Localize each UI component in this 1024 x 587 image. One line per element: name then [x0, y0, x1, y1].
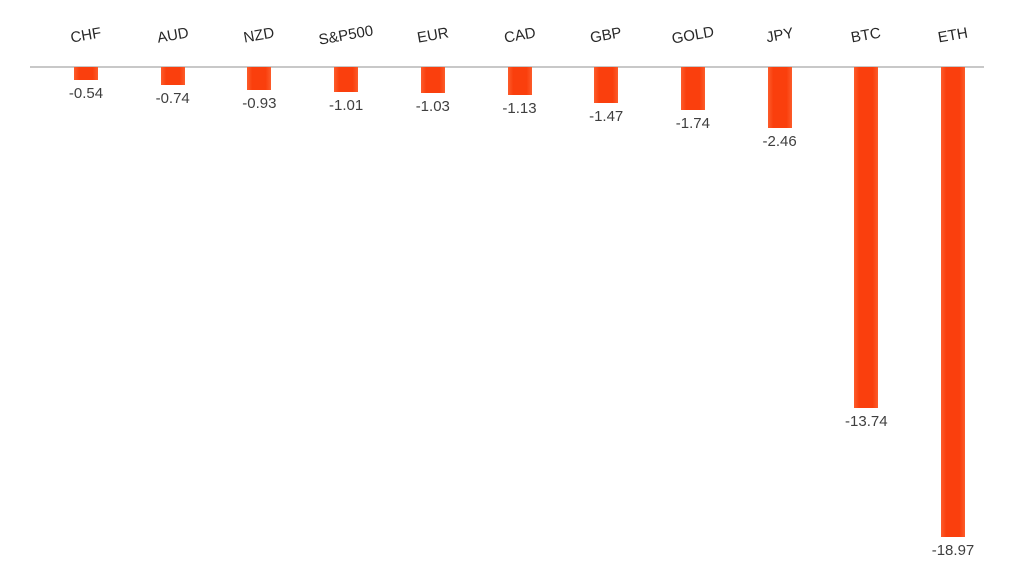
category-label-cad: CAD [502, 24, 537, 47]
bar-eur [420, 67, 445, 93]
category-label-nzd: NZD [242, 24, 276, 47]
value-label-aud: -0.74 [155, 90, 190, 108]
category-label-eur: EUR [415, 24, 450, 47]
value-label-s-p500: -1.01 [328, 97, 364, 115]
category-label-chf: CHF [69, 24, 103, 47]
x-axis-zero-line [30, 66, 984, 68]
category-label-s-p500: S&P500 [317, 22, 375, 49]
category-label-gbp: GBP [589, 24, 624, 47]
bar-cad [507, 67, 532, 96]
value-label-gbp: -1.47 [589, 108, 624, 126]
bar-btc [854, 67, 879, 408]
value-label-cad: -1.13 [502, 100, 537, 118]
bar-s-p500 [334, 67, 359, 93]
bar-nzd [247, 67, 272, 91]
category-label-eth: ETH [936, 24, 970, 47]
bar-gbp [594, 67, 619, 104]
bar-chf [74, 67, 98, 81]
value-label-eur: -1.03 [415, 97, 450, 115]
bar-jpy [767, 67, 792, 128]
value-label-nzd: -0.93 [242, 95, 277, 113]
value-label-jpy: -2.46 [762, 133, 797, 150]
value-label-eth: -18.97 [931, 542, 975, 560]
value-label-gold: -1.74 [675, 115, 710, 133]
bar-aud [160, 67, 185, 86]
bar-eth [941, 67, 965, 538]
category-label-jpy: JPY [764, 24, 795, 47]
bar-gold [680, 67, 705, 111]
category-label-gold: GOLD [670, 23, 716, 48]
category-label-aud: AUD [155, 24, 190, 47]
value-label-chf: -0.54 [68, 85, 104, 103]
category-label-btc: BTC [849, 24, 883, 47]
value-label-btc: -13.74 [845, 412, 888, 430]
